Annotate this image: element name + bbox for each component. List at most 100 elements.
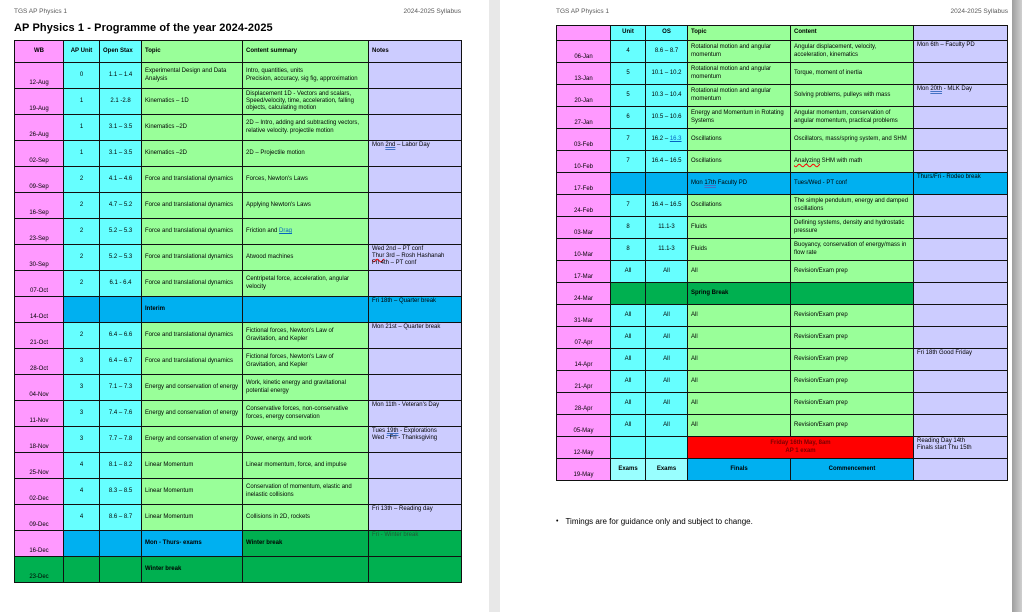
table-row: 19-Aug 1 2.1 -2.8 Kinematics – 1D Displaceme… xyxy=(14,88,462,115)
cell-wb: 03-Mar xyxy=(556,216,611,239)
cell-unit: Exams xyxy=(610,458,646,481)
cell-notes: Mon 11th - Veteran's Day xyxy=(368,400,462,427)
cell-topic: Force and translational dynamics xyxy=(141,244,243,271)
cell-unit: 2 xyxy=(63,192,100,219)
table-row: 03-Feb 7 16.2 – 16.3 Oscillations Oscillator… xyxy=(556,128,1008,151)
column-header-wb xyxy=(556,25,611,41)
cell-content: Atwood machines xyxy=(242,244,369,271)
cell-os: 5.2 – 5.3 xyxy=(99,218,142,245)
cell-notes xyxy=(913,260,1008,283)
cell-unit: 7 xyxy=(610,128,646,151)
page-gutter xyxy=(489,0,500,612)
column-header-notes: Notes xyxy=(368,40,462,63)
cell-notes: Thurs/Fri - Rodeo break xyxy=(913,172,1008,195)
cell-unit: 1 xyxy=(63,88,100,115)
cell-notes: Fri 13th – Reading day xyxy=(368,504,462,531)
cell-content: Revision/Exam prep xyxy=(790,414,914,437)
cell-wb: 24-Mar xyxy=(556,282,611,305)
cell-os: 10.1 – 10.2 xyxy=(645,62,688,85)
cell-unit: All xyxy=(610,370,646,393)
cell-notes xyxy=(368,218,462,245)
table-row: 10-Mar 8 11.1-3 Fluids Buoyancy, conservatio… xyxy=(556,238,1008,261)
bullet-icon: • xyxy=(556,518,559,525)
cell-topic: All xyxy=(687,414,791,437)
table-row: 28-Apr All All All Revision/Exam prep xyxy=(556,392,1008,415)
text-segment: - MLK Day xyxy=(942,86,973,92)
cell-topic: All xyxy=(687,392,791,415)
table-row: 07-Oct 2 6.1 - 6.4 Force and translational … xyxy=(14,270,462,297)
cell-content: Defining systems, density and hydrostati… xyxy=(790,216,914,239)
table-row: 04-Nov 3 7.1 – 7.3 Energy and conservation … xyxy=(14,374,462,401)
page-2-header: TGS AP Physics 1 2024-2025 Syllabus xyxy=(556,8,1008,15)
cell-topic: All xyxy=(687,348,791,371)
table-row: 14-Apr All All All Revision/Exam prep Fri 18t… xyxy=(556,348,1008,371)
cell-wb: 23-Dec xyxy=(14,556,64,583)
cell-unit: 6 xyxy=(610,106,646,129)
cell-wb: 04-Nov xyxy=(14,374,64,401)
cell-topic: Friday 16th May, 8am AP 1 exam xyxy=(687,436,914,459)
cell-topic: Energy and conservation of energy xyxy=(141,426,243,453)
table-row: 16-Sep 2 4.7 – 5.2 Force and translational … xyxy=(14,192,462,219)
text-segment: 19th xyxy=(386,428,399,434)
cell-content: Linear momentum, force, and impulse xyxy=(242,452,369,479)
cell-topic: All xyxy=(687,260,791,283)
cell-topic: Kinematics –2D xyxy=(141,114,243,141)
table-row: 24-Mar Spring Break xyxy=(556,282,1008,305)
cell-notes xyxy=(913,326,1008,349)
cell-content: Displacement 1D - Vectors and scalars, S… xyxy=(242,88,369,115)
cell-unit xyxy=(63,556,100,583)
cell-wb: 23-Sep xyxy=(14,218,64,245)
cell-unit: 8 xyxy=(610,238,646,261)
text-segment: 16.2 – xyxy=(651,135,670,142)
cell-topic: Force and translational dynamics xyxy=(141,348,243,375)
cell-wb: 27-Jan xyxy=(556,106,611,129)
cell-wb: 31-Mar xyxy=(556,304,611,327)
text-segment: Wed 2nd – PT conf xyxy=(372,246,424,252)
cell-unit: 2 xyxy=(63,322,100,349)
cell-notes: Mon 21st – Quarter break xyxy=(368,322,462,349)
cell-notes: Mon 6th – Faculty PD xyxy=(913,40,1008,63)
cell-os: All xyxy=(645,304,688,327)
cell-notes xyxy=(913,370,1008,393)
table-row: 31-Mar All All All Revision/Exam prep xyxy=(556,304,1008,327)
header-doc-label: 2024-2025 Syllabus xyxy=(403,8,461,15)
table-row: 16-Dec Mon - Thurs- exams Winter break Fri … xyxy=(14,530,462,557)
cell-content: Revision/Exam prep xyxy=(790,392,914,415)
header-doc-label: 2024-2025 Syllabus xyxy=(950,8,1008,15)
cell-notes xyxy=(913,458,1008,481)
table-row: 23-Dec Winter break xyxy=(14,556,462,583)
hyperlink[interactable]: 16.3 xyxy=(669,135,682,142)
column-header-wb: WB xyxy=(14,40,64,63)
cell-content: Oscillators, mass/spring system, and SHM xyxy=(790,128,914,151)
cell-unit: 2 xyxy=(63,218,100,245)
cell-content: The simple pendulum, energy and damped o… xyxy=(790,194,914,217)
cell-os: 11.1-3 xyxy=(645,238,688,261)
column-header-notes xyxy=(913,25,1008,41)
column-header-topic: Topic xyxy=(141,40,243,63)
cell-unit: 7 xyxy=(610,150,646,173)
cell-os: 11.1-3 xyxy=(645,216,688,239)
cell-wb: 21-Apr xyxy=(556,370,611,393)
cell-topic: Force and translational dynamics xyxy=(141,218,243,245)
cell-content xyxy=(790,282,914,305)
footnote: • Timings are for guidance only and subj… xyxy=(556,517,1008,527)
cell-topic: Force and translational dynamics xyxy=(141,166,243,193)
cell-content: Revision/Exam prep xyxy=(790,260,914,283)
cell-content: Work, kinetic energy and gravitational p… xyxy=(242,374,369,401)
cell-os: 16.2 – 16.3 xyxy=(645,128,688,151)
cell-content: Conservative forces, non-conservative fo… xyxy=(242,400,369,427)
cell-os: All xyxy=(645,414,688,437)
cell-content: Revision/Exam prep xyxy=(790,370,914,393)
syllabus-table-spring: Unit OS Topic Content 06-Jan 4 8.6 – 8.7 Rotati… xyxy=(556,25,1008,481)
page-title: AP Physics 1 - Programme of the year 202… xyxy=(14,22,273,34)
hyperlink[interactable]: Drag xyxy=(279,227,293,234)
cell-content: Centripetal force, acceleration, angular… xyxy=(242,270,369,297)
cell-os: 16.4 – 16.5 xyxy=(645,150,688,173)
cell-unit xyxy=(63,530,100,557)
cell-notes: Reading Day 14th Finals start Thu 15th xyxy=(913,436,1008,459)
table-row: 19-May Exams Exams Finals Commencement xyxy=(556,458,1008,481)
cell-wb: 07-Oct xyxy=(14,270,64,297)
cell-os: 7.4 – 7.6 xyxy=(99,400,142,427)
text-segment: Tues xyxy=(372,428,387,434)
